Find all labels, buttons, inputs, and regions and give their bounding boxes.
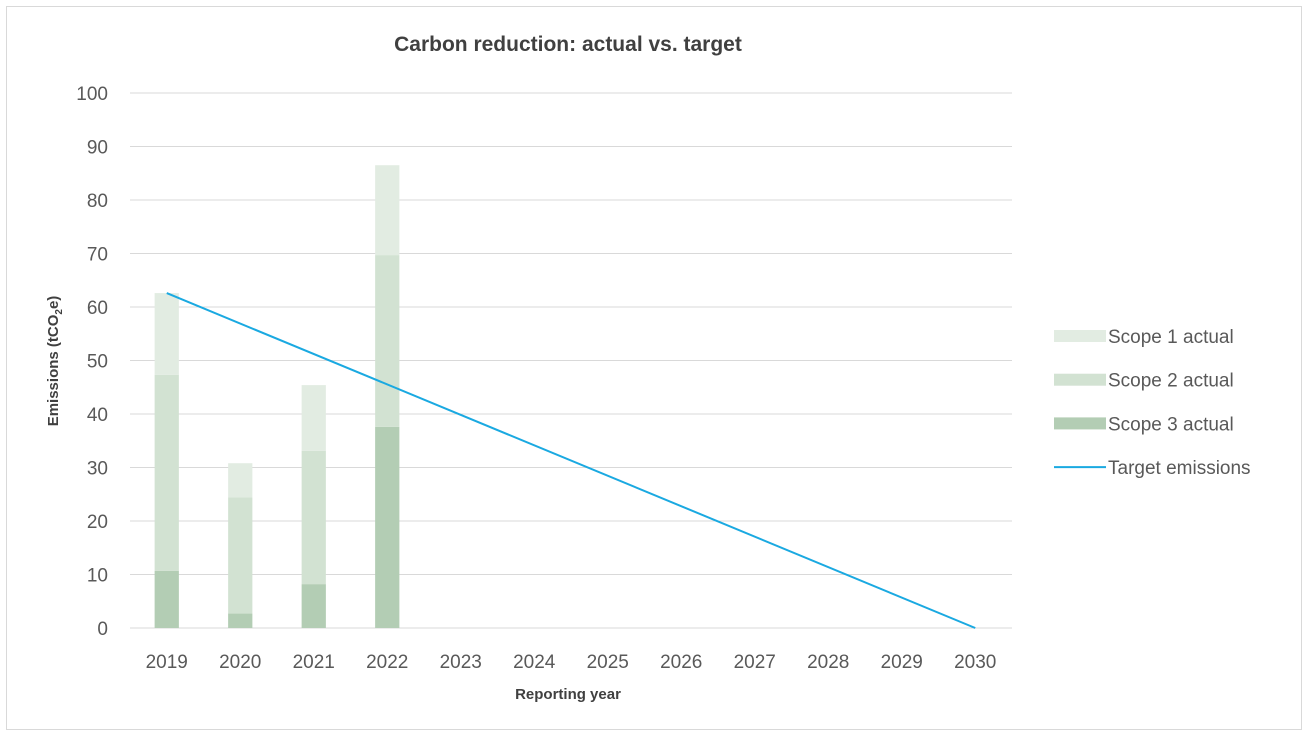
y-tick-label: 10 [87, 566, 108, 587]
legend-swatch [1054, 330, 1106, 342]
y-axis-title: Emissions (tCO2e) [45, 296, 65, 427]
y-tick-label: 20 [87, 512, 108, 533]
chart-title: Carbon reduction: actual vs. target [394, 33, 742, 56]
bar-scope-1-actual-2020 [228, 463, 253, 498]
x-tick-label: 2020 [219, 652, 261, 673]
y-tick-label: 90 [87, 138, 108, 159]
chart-frame [6, 6, 1302, 730]
bar-scope-1-actual-2019 [154, 293, 179, 375]
x-tick-label: 2022 [366, 652, 408, 673]
target-emissions-line [166, 292, 976, 629]
y-axis-ticks: 0 10 20 30 40 50 60 70 80 90 100 [76, 84, 108, 640]
x-axis-ticks: 2019 2020 2021 2022 2023 2024 2025 2026 2027 2028… [146, 652, 997, 673]
bar-scope-2-actual-2022 [375, 255, 400, 427]
y-axis-title-main: Emissions (tCO [45, 314, 62, 426]
bar-scope-3-actual-2021 [301, 584, 326, 628]
legend-swatch [1054, 373, 1106, 386]
y-axis-title-subscript: 2 [54, 309, 65, 315]
x-tick-label: 2019 [146, 652, 188, 673]
x-tick-label: 2029 [881, 652, 923, 673]
x-tick-label: 2028 [807, 652, 849, 673]
gridlines [130, 92, 1012, 629]
x-tick-label: 2026 [660, 652, 702, 673]
y-tick-label: 60 [87, 298, 108, 319]
bars [154, 165, 400, 628]
y-tick-label: 0 [97, 619, 108, 640]
legend-label: Target emissions [1108, 458, 1251, 479]
legend: Scope 1 actual Scope 2 actual Scope 3 actu… [1054, 327, 1251, 479]
y-axis-title-tail: e) [45, 296, 62, 309]
y-tick-label: 30 [87, 459, 108, 480]
target-line-layer [166, 292, 976, 629]
x-tick-label: 2021 [293, 652, 335, 673]
bar-scope-1-actual-2021 [301, 385, 326, 451]
legend-label: Scope 1 actual [1108, 327, 1234, 348]
y-tick-label: 70 [87, 245, 108, 266]
x-tick-label: 2023 [440, 652, 482, 673]
legend-label: Scope 3 actual [1108, 414, 1234, 435]
x-axis-title: Reporting year [515, 686, 621, 703]
y-tick-label: 50 [87, 352, 108, 373]
bar-scope-3-actual-2022 [375, 426, 400, 628]
bar-scope-1-actual-2022 [375, 165, 400, 256]
bar-scope-2-actual-2019 [154, 374, 179, 571]
bar-scope-3-actual-2019 [154, 570, 179, 628]
y-tick-label: 40 [87, 405, 108, 426]
legend-swatch [1054, 417, 1106, 430]
bar-scope-3-actual-2020 [228, 613, 253, 628]
x-tick-label: 2030 [954, 652, 996, 673]
bar-scope-2-actual-2020 [228, 497, 253, 614]
x-tick-label: 2025 [587, 652, 629, 673]
y-tick-label: 80 [87, 191, 108, 212]
x-tick-label: 2027 [734, 652, 776, 673]
x-tick-label: 2024 [513, 652, 556, 673]
legend-label: Scope 2 actual [1108, 371, 1234, 392]
bar-scope-2-actual-2021 [301, 450, 326, 585]
y-tick-label: 100 [76, 84, 108, 105]
